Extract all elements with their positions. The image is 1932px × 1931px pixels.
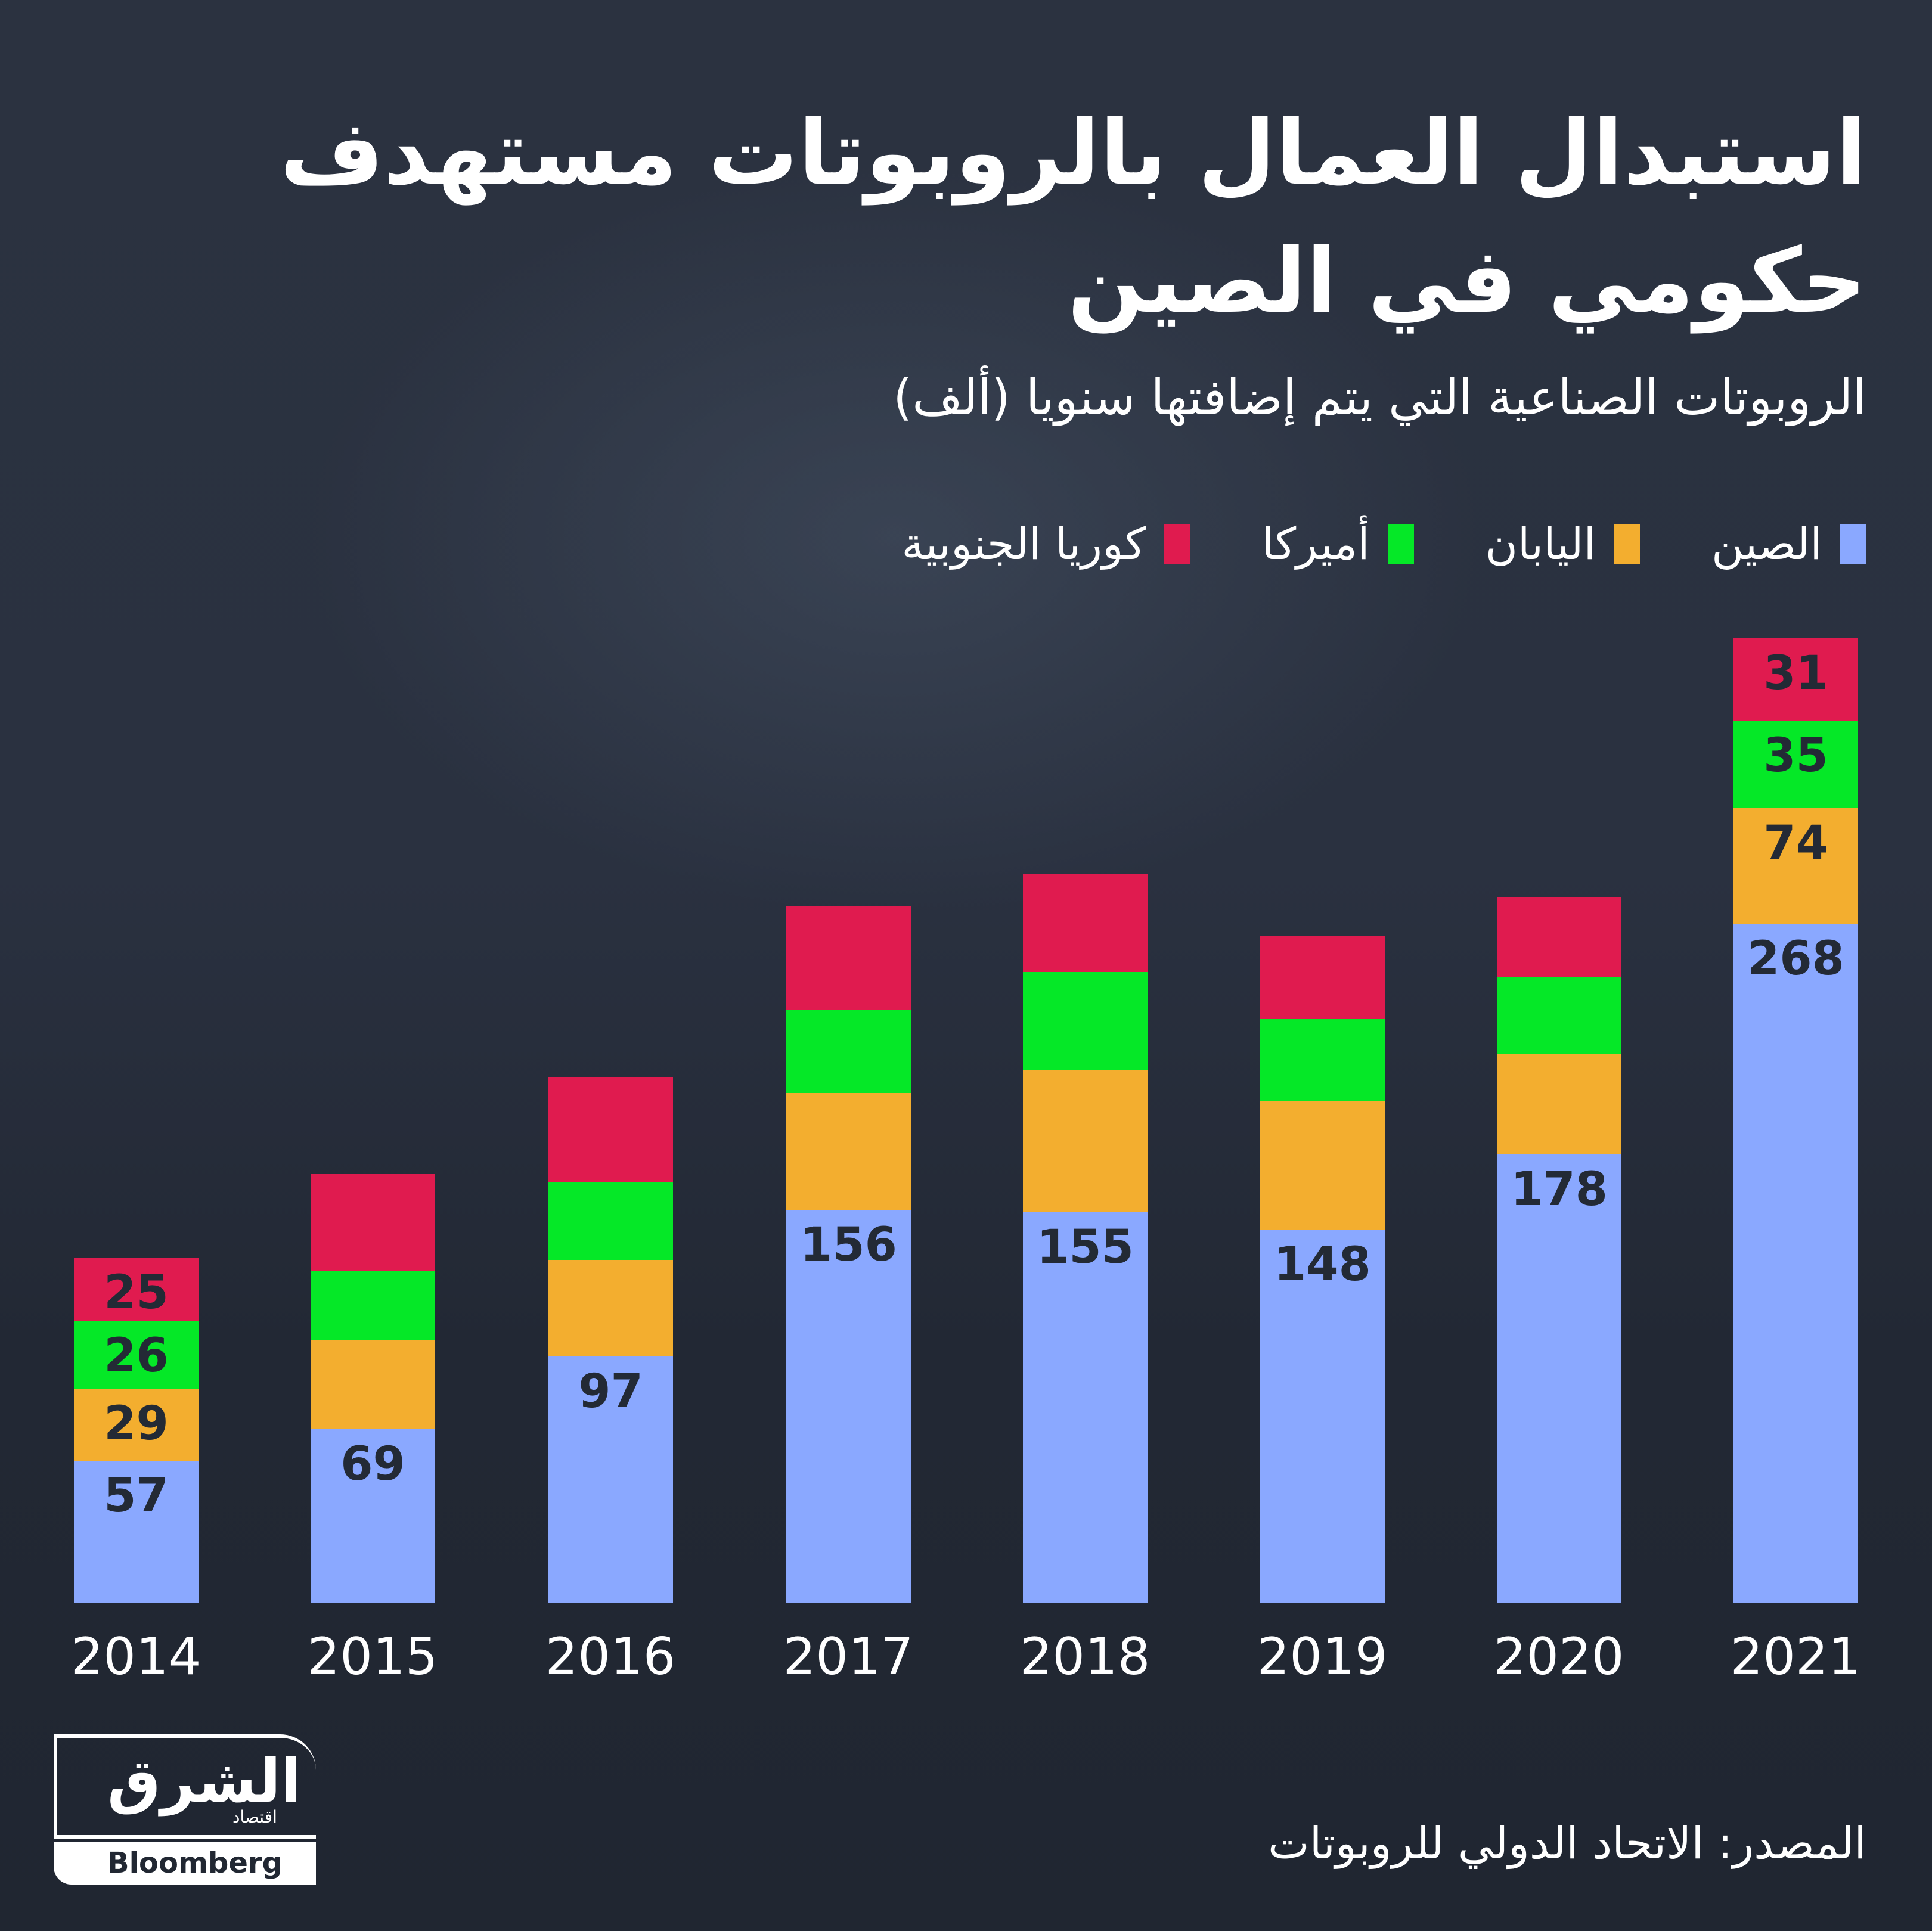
bar-segment: 35 bbox=[1733, 721, 1858, 808]
bar-segment bbox=[1023, 874, 1148, 972]
x-axis-year-label: 2021 bbox=[1730, 1627, 1861, 1687]
bar-segment bbox=[548, 1260, 673, 1356]
bar-segment bbox=[1023, 1070, 1148, 1212]
bar-value-label: 35 bbox=[1763, 729, 1828, 783]
x-axis-year-label: 2017 bbox=[783, 1627, 914, 1687]
x-axis-year-label: 2014 bbox=[70, 1627, 201, 1687]
bar-segment: 57 bbox=[74, 1461, 199, 1603]
chart-title: استبدال العمال بالروبوتات مستهدف حكومي ف… bbox=[280, 101, 1866, 333]
asharq-bloomberg-logo: الشرق اقتصاد Bloomberg bbox=[54, 1734, 322, 1885]
bar-segment bbox=[548, 1077, 673, 1182]
bar-segment bbox=[1497, 897, 1621, 977]
bar-segment: 268 bbox=[1733, 924, 1858, 1603]
bar-segment: 178 bbox=[1497, 1154, 1621, 1603]
bar-segment bbox=[1497, 977, 1621, 1054]
logo-partner: Bloomberg bbox=[54, 1842, 316, 1885]
bar-segment bbox=[786, 1093, 911, 1210]
bar-value-label: 69 bbox=[340, 1438, 405, 1491]
x-axis-year-label: 2019 bbox=[1257, 1627, 1388, 1687]
x-axis-year-label: 2020 bbox=[1493, 1627, 1624, 1687]
bar-value-label: 26 bbox=[104, 1329, 169, 1383]
bar-segment: 69 bbox=[311, 1429, 435, 1603]
bar-value-label: 97 bbox=[578, 1365, 643, 1418]
legend-swatch-china bbox=[1840, 524, 1866, 564]
bar-segment bbox=[1260, 1101, 1385, 1230]
legend-swatch-south-korea bbox=[1164, 524, 1190, 564]
bar-value-label: 178 bbox=[1511, 1163, 1608, 1216]
bar-segment bbox=[311, 1340, 435, 1429]
legend: الصين اليابان أميركا كوريا الجنوبية bbox=[902, 519, 1866, 570]
logo-main-text: الشرق bbox=[107, 1746, 302, 1816]
x-axis-year-label: 2018 bbox=[1019, 1627, 1150, 1687]
bar-segment: 97 bbox=[548, 1356, 673, 1603]
legend-item-china: الصين bbox=[1711, 519, 1866, 570]
bar-segment bbox=[1023, 972, 1148, 1070]
legend-item-south-korea: كوريا الجنوبية bbox=[902, 519, 1190, 570]
bar-segment bbox=[1260, 1019, 1385, 1101]
bar-value-label: 74 bbox=[1763, 817, 1828, 870]
bar-segment: 25 bbox=[74, 1258, 199, 1321]
bar-segment bbox=[1497, 1054, 1621, 1154]
legend-label: الصين bbox=[1711, 519, 1822, 570]
bar-segment: 26 bbox=[74, 1321, 199, 1389]
bar-value-label: 31 bbox=[1763, 647, 1828, 700]
legend-swatch-usa bbox=[1387, 524, 1414, 564]
legend-item-japan: اليابان bbox=[1485, 519, 1641, 570]
logo-sub-text: اقتصاد bbox=[232, 1807, 277, 1827]
x-axis-year-label: 2016 bbox=[545, 1627, 676, 1687]
bar-value-label: 29 bbox=[104, 1397, 169, 1451]
bar-value-label: 148 bbox=[1274, 1238, 1371, 1292]
bar-value-label: 57 bbox=[104, 1469, 169, 1523]
bar-value-label: 156 bbox=[800, 1218, 897, 1272]
bar-segment: 29 bbox=[74, 1389, 199, 1461]
bar-segment bbox=[548, 1182, 673, 1260]
logo-frame bbox=[54, 1734, 316, 1839]
bar-segment: 155 bbox=[1023, 1212, 1148, 1603]
legend-item-usa: أميركا bbox=[1261, 519, 1414, 570]
legend-label: كوريا الجنوبية bbox=[901, 519, 1146, 570]
bar-value-label: 25 bbox=[104, 1266, 169, 1320]
bar-segment bbox=[311, 1174, 435, 1271]
x-axis-year-label: 2015 bbox=[307, 1627, 438, 1687]
legend-swatch-japan bbox=[1614, 524, 1641, 564]
bar-segment: 31 bbox=[1733, 638, 1858, 721]
bar-value-label: 155 bbox=[1037, 1221, 1134, 1274]
source-note: المصدر: الاتحاد الدولي للروبوتات bbox=[1268, 1818, 1866, 1869]
bar-value-label: 268 bbox=[1747, 932, 1844, 986]
bar-segment bbox=[311, 1271, 435, 1340]
chart-subtitle: الروبوتات الصناعية التي يتم إضافتها سنوي… bbox=[893, 370, 1866, 426]
bar-segment bbox=[786, 906, 911, 1010]
legend-label: اليابان bbox=[1485, 519, 1596, 570]
bar-segment: 74 bbox=[1733, 808, 1858, 924]
bar-segment: 156 bbox=[786, 1210, 911, 1603]
bar-segment bbox=[1260, 936, 1385, 1019]
bar-segment bbox=[786, 1010, 911, 1093]
bar-segment: 148 bbox=[1260, 1230, 1385, 1603]
legend-label: أميركا bbox=[1261, 519, 1370, 570]
